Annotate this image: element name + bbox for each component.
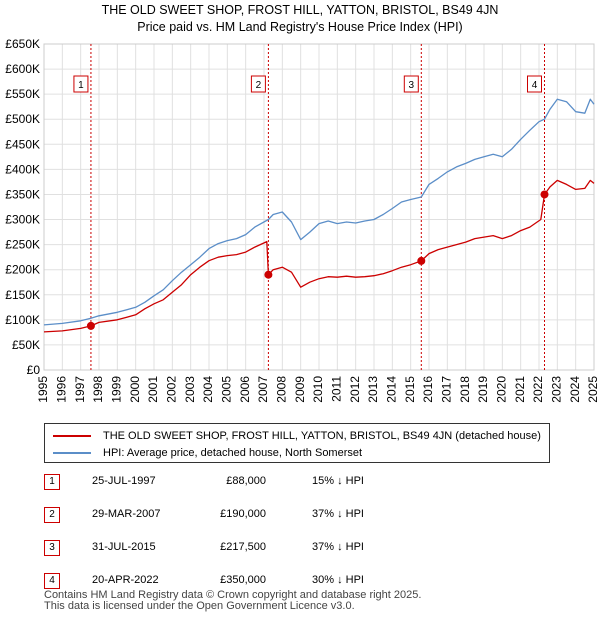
x-tick-label: 2009 [293, 376, 307, 403]
plot-frame [43, 43, 595, 371]
legend-label-property: THE OLD SWEET SHOP, FROST HILL, YATTON, … [103, 430, 541, 442]
y-tick-label: £400K [5, 162, 40, 176]
x-tick-label: 2001 [146, 376, 160, 403]
footer: Contains HM Land Registry data © Crown c… [44, 590, 421, 612]
x-tick-label: 1996 [55, 376, 69, 403]
price-chart: £0 £50K £100K £150K £200K £250K £300K £350K £400… [5, 37, 600, 403]
transaction-date: 29-MAR-2007 [92, 508, 161, 520]
x-tick-label: 2010 [311, 376, 325, 403]
transaction-price: £350,000 [220, 574, 266, 586]
x-tick-label: 2023 [550, 376, 564, 403]
transaction-date: 20-APR-2022 [92, 574, 159, 586]
x-tick-label: 2016 [421, 376, 435, 403]
x-tick-label: 2005 [220, 376, 234, 403]
x-tick-label: 2011 [330, 376, 344, 402]
series-line-property [43, 179, 595, 333]
sale-point [264, 270, 273, 279]
sale-marker-label: 1 [78, 80, 84, 91]
legend-label-hpi: HPI: Average price, detached house, Nort… [103, 447, 363, 459]
y-tick-label: £500K [5, 112, 40, 126]
footer-copyright: Contains HM Land Registry data © Crown c… [44, 589, 422, 601]
x-tick-label: 2008 [275, 376, 289, 403]
transaction-date: 31-JUL-2015 [92, 541, 156, 553]
footer-license: This data is licensed under the Open Gov… [44, 600, 355, 612]
legend-swatch-property [53, 435, 91, 437]
x-tick-label: 1998 [91, 376, 105, 403]
transaction-hpi: 30% ↓ HPI [312, 574, 364, 586]
sale-point [86, 321, 95, 330]
y-tick-label: £250K [5, 238, 40, 252]
transaction-badge: 1 [44, 474, 60, 490]
y-tick-label: £600K [5, 62, 40, 76]
x-tick-label: 2002 [165, 376, 179, 403]
sale-marker-box [73, 75, 89, 93]
y-tick-label: £350K [5, 187, 40, 201]
legend-swatch-hpi [53, 452, 91, 454]
x-tick-label: 1997 [73, 376, 87, 403]
x-tick-label: 2006 [238, 376, 252, 403]
transaction-price: £88,000 [226, 475, 266, 487]
transaction-badge: 4 [44, 573, 60, 589]
x-tick-label: 2020 [495, 376, 509, 403]
x-tick-label: 2022 [531, 376, 545, 403]
x-tick-label: 2025 [586, 376, 600, 403]
table-row: 2 29-MAR-2007 £190,000 37% ↓ HPI [44, 507, 564, 523]
x-tick-label: 1995 [36, 376, 50, 403]
table-row: 4 20-APR-2022 £350,000 30% ↓ HPI [44, 573, 564, 589]
transaction-badge: 3 [44, 540, 60, 556]
y-tick-label: £150K [5, 288, 40, 302]
sale-marker-label: 3 [409, 80, 415, 91]
table-row: 3 31-JUL-2015 £217,500 37% ↓ HPI [44, 540, 564, 556]
x-tick-label: 2014 [385, 376, 399, 403]
transaction-price: £217,500 [220, 541, 266, 553]
sale-marker-label: 4 [532, 80, 538, 91]
sale-point [417, 256, 426, 265]
x-tick-label: 2004 [201, 376, 215, 403]
sale-marker-label: 2 [256, 80, 262, 91]
x-tick-label: 2012 [348, 376, 362, 403]
x-tick-label: 2024 [568, 376, 582, 403]
legend-item-hpi: HPI: Average price, detached house, Nort… [53, 446, 362, 460]
sale-marker-box [403, 75, 419, 93]
transaction-badge: 2 [44, 507, 60, 523]
x-tick-label: 2018 [458, 376, 472, 403]
transaction-price: £190,000 [220, 508, 266, 520]
y-tick-label: £100K [5, 313, 40, 327]
x-tick-label: 2013 [366, 376, 380, 403]
transaction-hpi: 15% ↓ HPI [312, 475, 364, 487]
transaction-hpi: 37% ↓ HPI [312, 541, 364, 553]
transaction-hpi: 37% ↓ HPI [312, 508, 364, 520]
y-tick-label: £300K [5, 213, 40, 227]
legend-item-property: THE OLD SWEET SHOP, FROST HILL, YATTON, … [53, 429, 541, 443]
sale-marker-box [527, 75, 542, 93]
y-tick-label: £450K [5, 137, 40, 151]
y-tick-label: £550K [5, 87, 40, 101]
chart-subtitle: Price paid vs. HM Land Registry's House … [137, 20, 463, 34]
sale-marker-box [250, 75, 266, 93]
legend: THE OLD SWEET SHOP, FROST HILL, YATTON, … [44, 423, 550, 463]
table-row: 1 25-JUL-1997 £88,000 15% ↓ HPI [44, 474, 564, 490]
chart-title: THE OLD SWEET SHOP, FROST HILL, YATTON, … [101, 3, 499, 17]
x-tick-label: 2000 [128, 376, 142, 403]
x-tick-label: 2019 [476, 376, 490, 403]
transaction-date: 25-JUL-1997 [92, 475, 156, 487]
y-tick-label: £650K [5, 37, 40, 51]
series-line-hpi [43, 98, 595, 326]
x-tick-label: 2003 [183, 376, 197, 403]
x-tick-label: 2021 [513, 376, 527, 403]
x-tick-label: 2007 [256, 376, 270, 403]
sale-point [540, 190, 549, 199]
y-tick-label: £200K [5, 263, 40, 277]
x-tick-label: 1999 [110, 376, 124, 403]
x-tick-label: 2017 [440, 376, 454, 403]
y-tick-label: £0 [27, 363, 41, 377]
y-tick-label: £50K [12, 338, 40, 352]
x-tick-label: 2015 [403, 376, 417, 403]
